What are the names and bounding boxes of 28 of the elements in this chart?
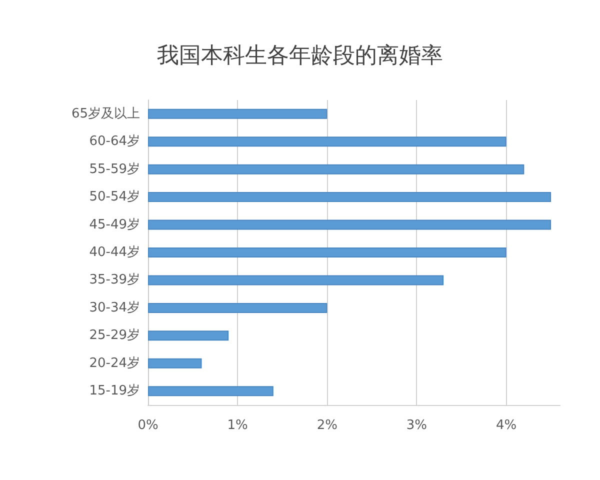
bar	[148, 164, 524, 174]
y-tick-label: 40-44岁	[89, 245, 140, 260]
x-tick-label: 4%	[496, 418, 517, 433]
bar	[148, 386, 274, 396]
x-tick-label: 0%	[138, 418, 158, 433]
y-tick-label: 55-59岁	[89, 162, 140, 177]
bar	[148, 358, 202, 368]
chart-title: 我国本科生各年龄段的离婚率	[157, 44, 443, 68]
bar	[148, 275, 444, 286]
y-tick-label: 25-29岁	[89, 328, 140, 344]
y-tick-label: 65岁及以上	[71, 106, 140, 122]
y-tick-label: 50-54岁	[89, 190, 140, 205]
bar	[148, 136, 506, 147]
bar	[148, 330, 229, 341]
bar	[148, 220, 552, 230]
y-tick-label: 15-19岁	[89, 384, 140, 399]
y-tick-label: 45-49岁	[89, 217, 140, 232]
bar	[148, 108, 328, 119]
x-tick-label: 3%	[406, 418, 428, 433]
bar	[148, 248, 506, 258]
x-tick-label: 2%	[316, 418, 338, 433]
y-tick-label: 30-34岁	[89, 300, 140, 316]
x-tick-label: 1%	[227, 418, 248, 433]
y-tick-label: 20-24岁	[89, 356, 140, 371]
bar	[148, 302, 328, 313]
bar	[148, 192, 552, 202]
y-tick-label: 35-39岁	[89, 272, 140, 288]
y-tick-label: 60-64岁	[89, 134, 140, 150]
